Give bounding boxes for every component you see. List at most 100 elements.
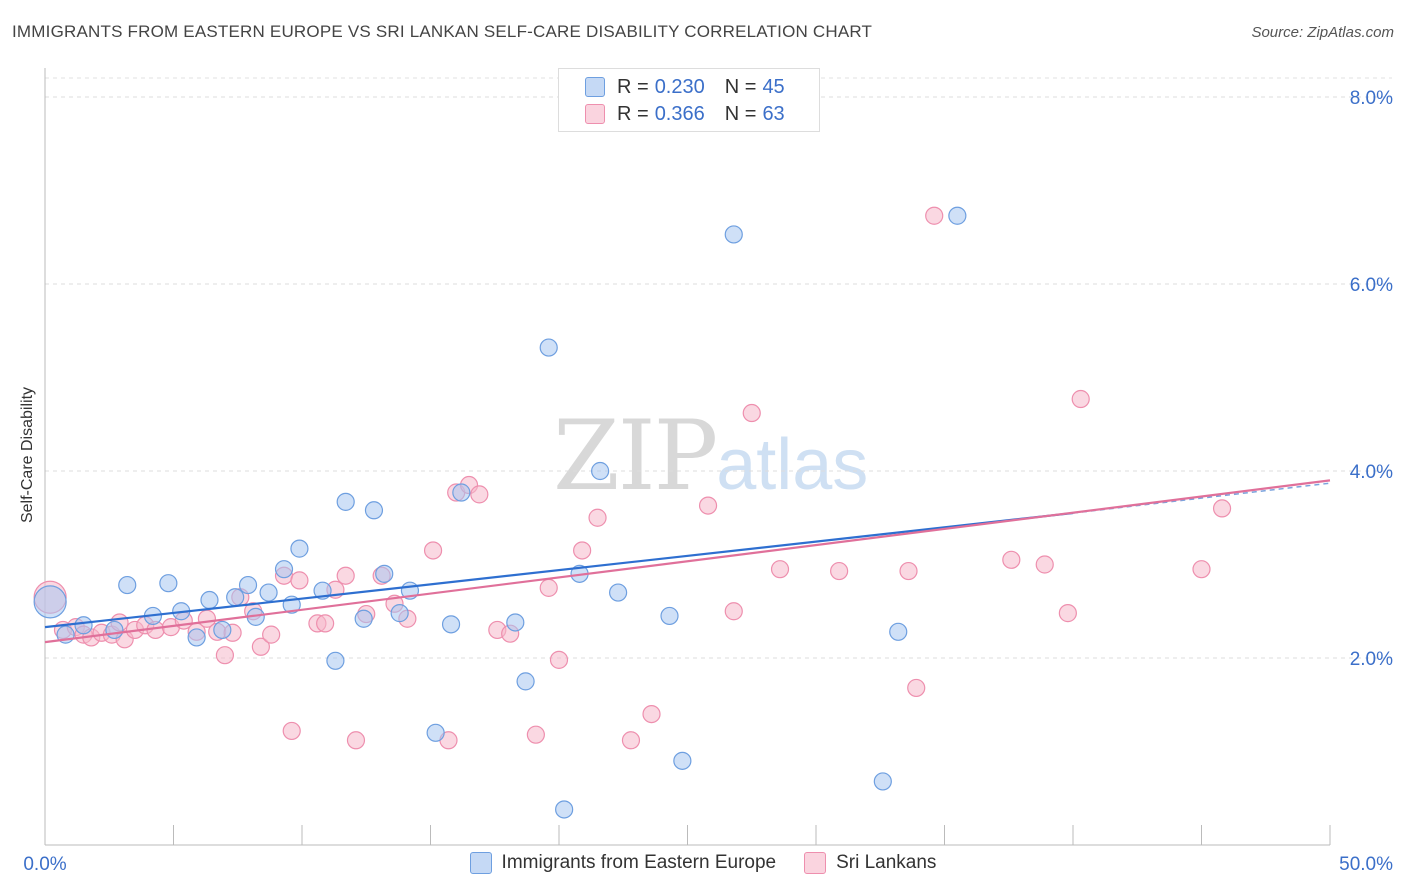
- series-legend: Immigrants from Eastern Europe Sri Lanka…: [0, 852, 1406, 874]
- blue-data-point: [364, 501, 384, 520]
- n-value: 63: [762, 102, 785, 125]
- y-axis-label: Self-Care Disability: [19, 386, 36, 524]
- r-value: 0.366: [654, 102, 705, 125]
- legend-item-sri-lankans: Sri Lankans: [804, 852, 936, 874]
- blue-swatch-icon: [469, 852, 492, 874]
- r-label: R =: [617, 75, 649, 98]
- n-label: N =: [724, 75, 757, 98]
- blue-data-point: [336, 492, 355, 511]
- legend-label: Sri Lankans: [836, 852, 937, 873]
- pink-data-point: [642, 704, 661, 724]
- blue-data-point: [555, 800, 574, 819]
- blue-data-point: [390, 604, 409, 623]
- pink-data-point: [742, 403, 761, 423]
- blue-data-point: [452, 483, 471, 502]
- blue-data-point: [238, 575, 258, 595]
- n-label: N =: [724, 102, 757, 125]
- watermark: ZIPatlas: [553, 400, 868, 512]
- r-value: 0.230: [654, 75, 705, 98]
- pink-data-point: [1212, 499, 1232, 518]
- pink-data-point: [526, 725, 545, 744]
- pink-data-point: [925, 206, 944, 225]
- watermark-atlas: atlas: [716, 425, 869, 505]
- blue-data-point: [74, 616, 93, 635]
- n-value: 45: [762, 75, 785, 98]
- blue-data-point: [591, 461, 610, 481]
- y-tick-label: 4.0%: [1350, 462, 1393, 483]
- pink-data-point: [549, 650, 569, 669]
- blue-data-point: [290, 539, 309, 558]
- pink-data-point: [907, 678, 926, 698]
- blue-data-point: [274, 560, 294, 579]
- blue-data-point: [609, 583, 628, 602]
- blue-data-point: [948, 206, 967, 225]
- x-tick-label: 50.0%: [1339, 854, 1393, 875]
- stats-legend: R = 0.230 N = 45 R = 0.366 N = 63: [558, 68, 820, 132]
- watermark-zip: ZIP: [553, 400, 718, 512]
- pink-data-point: [423, 541, 443, 560]
- x-tick-label: 0.0%: [23, 854, 66, 875]
- blue-data-point: [118, 575, 137, 595]
- stats-legend-row-blue: R = 0.230 N = 45: [585, 74, 791, 100]
- pink-swatch-icon: [585, 104, 605, 124]
- y-tick-label: 6.0%: [1350, 275, 1393, 296]
- y-tick-label: 2.0%: [1350, 649, 1393, 670]
- blue-swatch-icon: [585, 77, 605, 97]
- pink-data-point: [215, 646, 234, 665]
- blue-data-point: [506, 613, 525, 632]
- chart-title: IMMIGRANTS FROM EASTERN EUROPE VS SRI LA…: [12, 22, 873, 41]
- pink-data-point: [290, 571, 309, 590]
- pink-data-point: [346, 731, 366, 750]
- pink-trend-line: [44, 479, 1331, 644]
- blue-data-point: [105, 620, 124, 640]
- y-tick-label: 8.0%: [1350, 88, 1393, 109]
- pink-data-point: [621, 731, 641, 750]
- pink-data-point: [899, 561, 918, 581]
- blue-data-point: [660, 606, 679, 626]
- pink-data-point: [1192, 560, 1211, 579]
- pink-data-point: [588, 508, 607, 527]
- pink-data-point: [698, 496, 718, 515]
- blue-data-point: [375, 564, 394, 583]
- pink-data-point: [251, 637, 270, 656]
- blue-data-point: [873, 772, 892, 791]
- pink-data-point: [573, 541, 592, 560]
- pink-data-point: [1002, 550, 1021, 569]
- blue-data-point: [226, 588, 245, 607]
- pink-data-point: [1035, 555, 1054, 574]
- blue-data-point: [33, 585, 67, 619]
- pink-data-point: [1071, 389, 1090, 409]
- blue-data-point: [889, 622, 908, 641]
- pink-data-point: [770, 560, 790, 579]
- r-label: R =: [617, 102, 649, 125]
- blue-data-point: [539, 338, 558, 357]
- blue-data-point: [326, 651, 345, 670]
- pink-swatch-icon: [804, 852, 827, 874]
- pink-data-point: [830, 561, 849, 581]
- blue-data-point: [724, 225, 743, 244]
- pink-data-point: [316, 614, 335, 633]
- blue-data-point: [441, 615, 461, 634]
- blue-data-point: [187, 628, 206, 647]
- legend-item-eastern-europe: Immigrants from Eastern Europe: [469, 852, 777, 874]
- blue-data-point: [259, 583, 278, 602]
- blue-trend-extension: [1072, 482, 1331, 514]
- blue-data-point: [426, 723, 445, 742]
- legend-label: Immigrants from Eastern Europe: [501, 852, 777, 873]
- pink-data-point: [262, 625, 281, 644]
- pink-data-point: [282, 721, 301, 741]
- pink-data-point: [336, 566, 355, 585]
- blue-data-point: [516, 672, 535, 691]
- chart-source: Source: ZipAtlas.com: [1251, 24, 1394, 41]
- stats-legend-row-pink: R = 0.366 N = 63: [585, 101, 791, 127]
- blue-data-point: [354, 609, 373, 628]
- pink-data-point: [539, 578, 558, 597]
- blue-data-point: [159, 574, 178, 593]
- blue-data-point: [213, 620, 232, 640]
- blue-trend-line: [44, 511, 1074, 629]
- pink-data-point: [470, 485, 489, 504]
- blue-data-point: [673, 751, 692, 770]
- blue-data-point: [200, 590, 219, 610]
- pink-data-point: [724, 602, 743, 621]
